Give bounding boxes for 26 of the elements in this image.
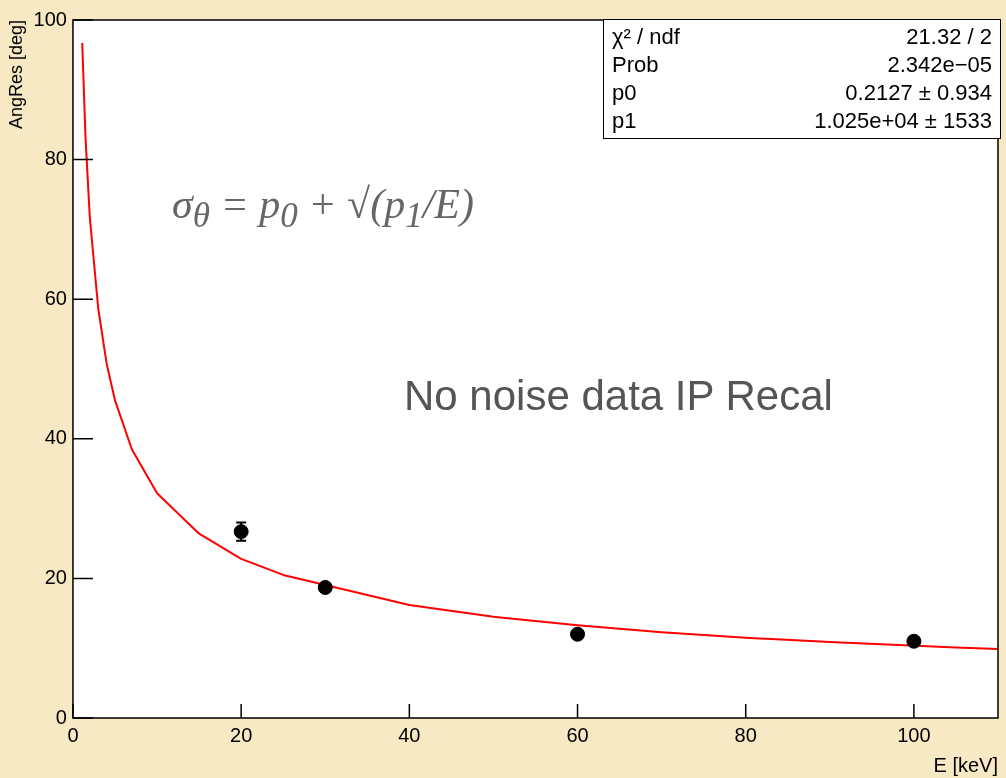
annotation: 2.342e−05 [886,52,992,78]
y-tick-label: 20 [44,565,67,588]
annotation: p1 [612,108,638,134]
x-axis-title: E [keV] [933,753,998,776]
x-tick-label: 20 [230,723,253,746]
x-tick-label: 40 [398,723,421,746]
y-tick-label: 0 [55,705,67,728]
point [317,579,333,595]
annotation: 0.2127 ± 0.934 [844,80,992,106]
y-axis-title: AngRes [deg] [5,20,26,130]
annotation: Prob [612,52,660,78]
annotation: σ$_{θ}$ = p$_{0}$ + √(p$_{1}$/E) [172,180,474,237]
annotation: χ² / ndf [612,24,681,50]
y-tick-label: 100 [33,7,67,30]
y-tick-label: 80 [44,147,67,170]
annotation: p0 [612,80,638,106]
x-tick-label: 100 [897,723,931,746]
x-tick-label: 80 [734,723,757,746]
annotation: No noise data IP Recal [404,372,833,420]
point [570,626,586,642]
point [906,633,922,649]
annotation: 1.025e+04 ± 1533 [813,108,992,134]
y-tick-label: 40 [44,426,67,449]
annotation: 21.32 / 2 [905,24,992,50]
x-tick-label: 60 [566,723,589,746]
y-tick-label: 60 [44,286,67,309]
